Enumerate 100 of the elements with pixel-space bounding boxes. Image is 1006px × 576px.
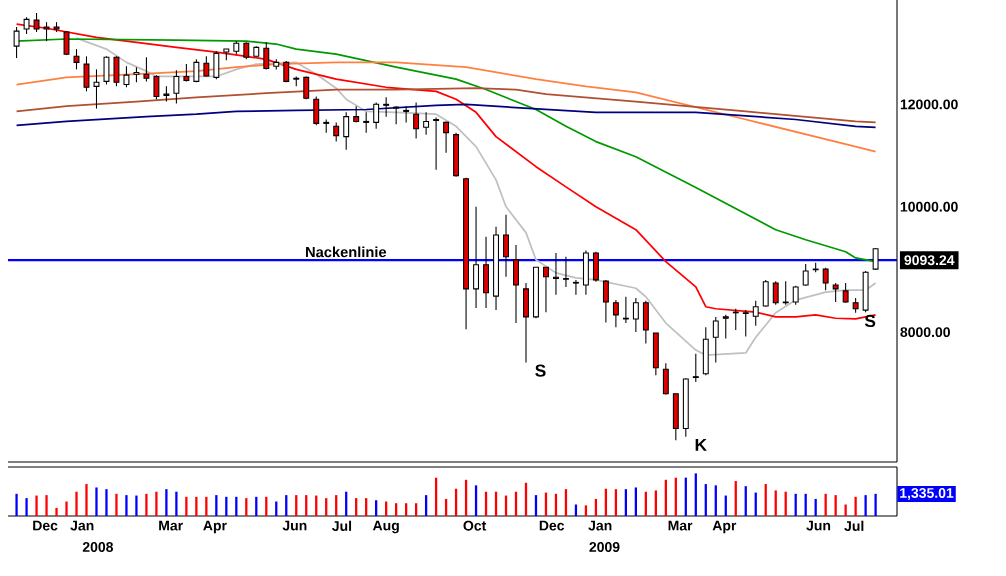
annotation: K — [695, 438, 707, 451]
candlestick — [572, 279, 579, 296]
candlestick — [632, 297, 639, 333]
bar — [874, 493, 877, 516]
x-tick-label: Mar — [159, 520, 183, 531]
y-tick-label: 10000.00 — [900, 201, 958, 212]
bar — [844, 504, 847, 516]
bar — [35, 495, 38, 516]
candlestick — [842, 282, 849, 304]
annotation: S — [535, 364, 546, 377]
bar — [584, 505, 588, 516]
y-tick-label: 12000.00 — [900, 99, 958, 110]
bar — [574, 504, 578, 516]
x-tick-label: Aug — [372, 520, 399, 534]
x-tick-label: Jul — [844, 520, 864, 531]
x-tick-label: Jan — [70, 520, 94, 531]
bar — [25, 498, 28, 516]
candlestick — [153, 74, 160, 100]
candlestick — [543, 266, 549, 313]
x-tick-label: Oct — [463, 520, 487, 531]
candlestick — [443, 120, 450, 154]
candlestick — [772, 280, 779, 306]
x-tick-label: Dec — [539, 520, 565, 531]
candlestick — [263, 41, 270, 70]
ref-line-label: Nackenlinie — [306, 246, 387, 258]
bar — [414, 503, 418, 516]
candlestick — [562, 256, 569, 288]
bar — [55, 507, 58, 516]
candlestick — [413, 101, 420, 140]
bar — [195, 496, 198, 516]
candlestick — [722, 314, 729, 340]
x-tick-label: Dec — [33, 520, 58, 531]
bar — [145, 493, 148, 516]
candlestick — [73, 48, 80, 70]
candlestick — [602, 279, 609, 323]
candlestick — [173, 69, 180, 104]
candlestick — [373, 101, 380, 130]
line-series — [15, 87, 877, 124]
bar — [75, 491, 78, 516]
candlestick — [333, 121, 340, 143]
bar — [864, 495, 867, 516]
bar — [125, 495, 128, 516]
line-series — [15, 61, 877, 153]
annotation: S — [864, 314, 876, 328]
line-series — [15, 103, 877, 129]
candlestick — [712, 316, 719, 363]
x-tick-label: Jul — [332, 520, 352, 531]
candlestick — [403, 105, 410, 123]
x-tick-label: Jun — [806, 520, 831, 531]
x-tick-label: Jun — [282, 520, 307, 531]
bar — [135, 495, 138, 516]
candlestick — [622, 296, 629, 324]
candlestick — [802, 263, 809, 287]
candlestick — [343, 111, 350, 151]
candlestick — [13, 26, 20, 59]
bar — [15, 493, 18, 516]
bar — [85, 484, 88, 516]
x-tick-label: Mar — [668, 520, 693, 531]
candlestick — [383, 96, 390, 118]
candlestick — [123, 65, 130, 88]
candlestick — [33, 12, 40, 33]
candlestick — [43, 21, 50, 42]
candlestick — [752, 300, 759, 327]
candlestick — [393, 105, 400, 125]
candlestick — [612, 299, 619, 328]
candlestick — [553, 252, 559, 296]
y-tick-label: 9093.24 — [904, 255, 955, 266]
bar — [115, 493, 118, 516]
candlestick — [692, 353, 699, 383]
x-tick-label: Jan — [588, 520, 612, 531]
y-tick-label: 8000.00 — [900, 327, 950, 338]
candlestick — [83, 55, 90, 92]
x2-tick-label: 2009 — [589, 542, 620, 552]
candlestick — [832, 282, 839, 303]
bar — [404, 503, 408, 516]
candlestick — [503, 214, 509, 278]
bar — [175, 491, 178, 516]
candlestick — [742, 309, 749, 337]
bar — [105, 489, 108, 516]
candlestick — [203, 55, 210, 78]
bar — [45, 495, 48, 516]
x-tick-label: Apr — [203, 520, 227, 534]
bar — [185, 496, 188, 516]
bar — [774, 490, 777, 516]
candlestick — [433, 117, 440, 171]
bar — [95, 487, 98, 516]
candlestick — [423, 111, 430, 136]
x-tick-label: Apr — [712, 520, 737, 534]
bar — [654, 490, 657, 516]
candlestick — [363, 111, 370, 134]
bar — [395, 503, 398, 516]
candlestick — [782, 280, 789, 306]
candlestick — [93, 68, 100, 110]
candlestick — [872, 247, 879, 271]
bar — [165, 489, 168, 516]
text: 1,335.01 — [900, 487, 954, 500]
bar — [65, 501, 68, 516]
candlestick — [143, 56, 150, 82]
candlestick — [732, 308, 739, 331]
x2-tick-label: 2008 — [82, 542, 114, 552]
